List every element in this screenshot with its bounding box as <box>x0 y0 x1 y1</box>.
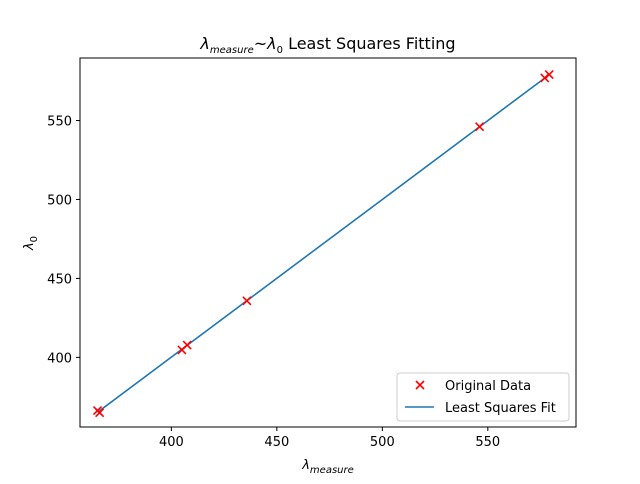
legend-label-original-data: Original Data <box>445 379 531 394</box>
x-tick-label: 500 <box>370 435 395 450</box>
xlabel-subscript: measure <box>310 465 354 476</box>
legend: Original Data Least Squares Fit <box>397 373 569 421</box>
y-tick-label: 450 <box>47 272 72 287</box>
x-tick-label: 550 <box>475 435 500 450</box>
title-lambda-2: λ <box>266 34 276 53</box>
ylabel-lambda: λ <box>22 242 37 251</box>
title-subscript-measure: measure <box>210 45 254 56</box>
xlabel-lambda: λ <box>301 458 310 473</box>
title-rest: Least Squares Fitting <box>283 34 456 53</box>
title-lambda: λ <box>199 34 209 53</box>
x-tick-label: 450 <box>264 435 289 450</box>
y-tick-label: 500 <box>47 193 72 208</box>
y-tick-label: 400 <box>47 351 72 366</box>
y-tick-label: 550 <box>47 115 72 130</box>
ylabel-subscript: 0 <box>29 236 40 242</box>
legend-label-least-squares-fit: Least Squares Fit <box>445 401 556 416</box>
title-tilde: ~ <box>254 34 267 53</box>
x-tick-label: 400 <box>159 435 184 450</box>
